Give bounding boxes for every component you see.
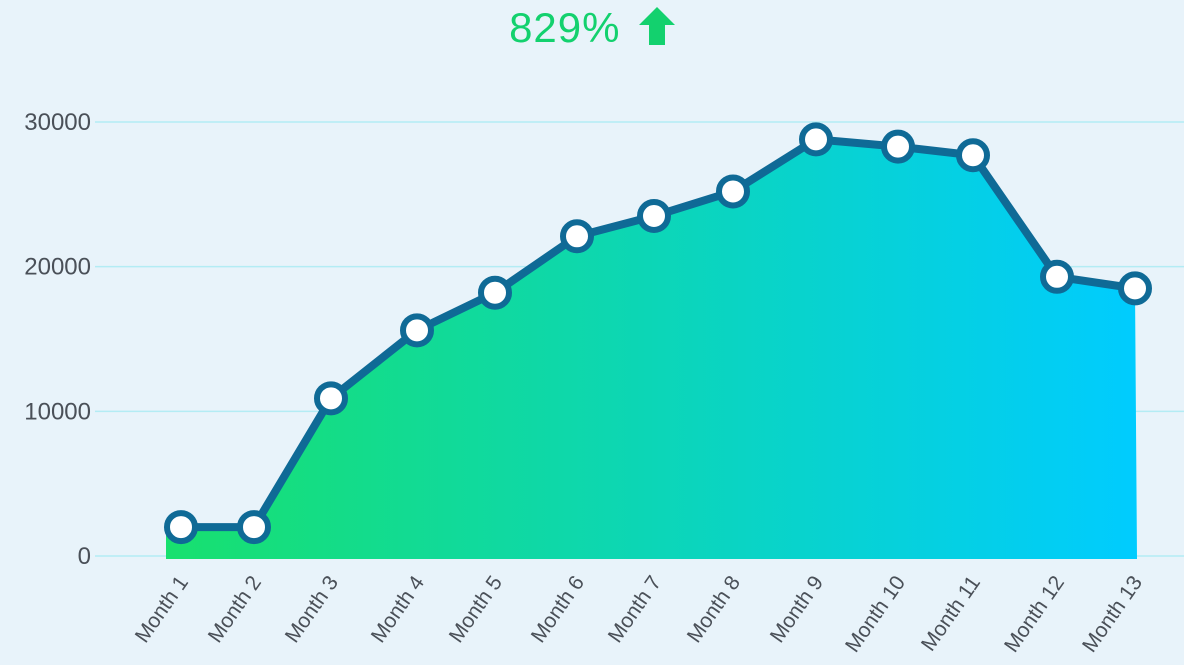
x-tick-label: Month 4	[367, 571, 430, 647]
y-axis-ticks: 0 10000 20000 30000	[24, 109, 91, 570]
data-point-month-5[interactable]	[481, 279, 509, 307]
x-tick-label: Month 11	[917, 572, 985, 656]
y-tick-label: 30000	[24, 109, 91, 136]
y-tick-label: 0	[78, 543, 91, 570]
data-point-month-6[interactable]	[563, 222, 591, 250]
data-point-month-1[interactable]	[167, 513, 195, 541]
x-tick-label: Month 10	[841, 572, 910, 657]
data-point-month-3[interactable]	[317, 384, 345, 412]
data-point-month-4[interactable]	[403, 316, 431, 344]
y-tick-label: 10000	[24, 398, 91, 425]
data-point-month-10[interactable]	[884, 133, 912, 161]
x-tick-label: Month 5	[445, 572, 507, 647]
x-tick-label: Month 13	[1078, 572, 1147, 657]
data-point-month-8[interactable]	[719, 177, 747, 205]
x-tick-label: Month 1	[131, 572, 193, 647]
x-tick-label: Month 7	[604, 572, 666, 647]
x-tick-label: Month 8	[683, 572, 745, 647]
x-tick-label: Month 2	[204, 572, 266, 647]
x-tick-label: Month 3	[281, 572, 343, 647]
x-tick-label: Month 6	[527, 572, 589, 647]
data-point-month-12[interactable]	[1043, 263, 1071, 291]
data-point-month-9[interactable]	[802, 125, 830, 153]
data-point-month-7[interactable]	[640, 202, 668, 230]
data-point-month-11[interactable]	[959, 141, 987, 169]
y-tick-label: 20000	[24, 254, 91, 281]
data-point-month-2[interactable]	[240, 513, 268, 541]
x-axis-ticks: Month 1 Month 2 Month 3 Month 4 Month 5 Month…	[131, 571, 1147, 656]
data-point-month-13[interactable]	[1121, 274, 1149, 302]
x-tick-label: Month 9	[766, 572, 828, 647]
x-tick-label: Month 12	[1000, 572, 1069, 657]
